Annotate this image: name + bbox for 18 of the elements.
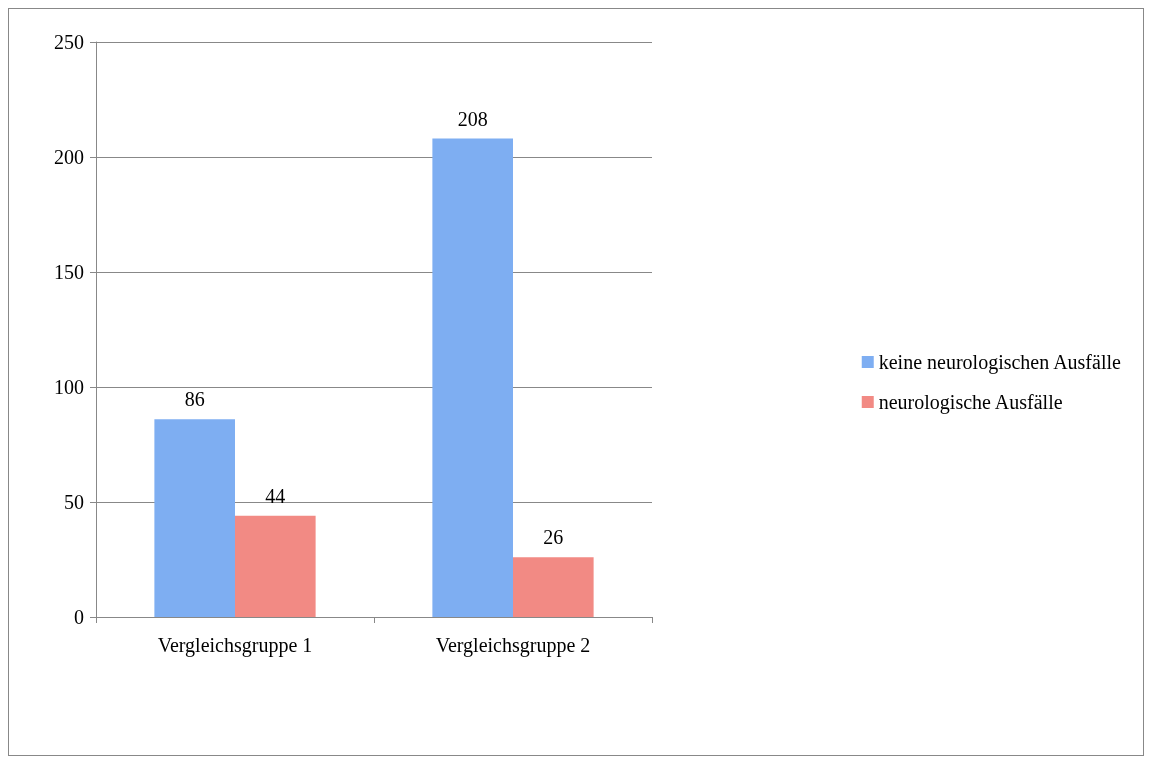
x-tick-label: Vergleichsgruppe 1: [157, 634, 313, 657]
y-tick-label: 100: [54, 376, 84, 398]
data-label: 208: [457, 107, 488, 130]
x-tick-label: Vergleichsgruppe 2: [435, 634, 591, 657]
y-tick-label: 250: [54, 31, 84, 53]
y-tick-label: 0: [74, 606, 84, 628]
y-tick-label: 50: [64, 491, 84, 513]
data-label: 44: [265, 484, 286, 507]
bar: [235, 515, 316, 617]
data-label: 86: [184, 388, 205, 411]
legend-label: keine neurologischen Ausfälle: [878, 351, 1122, 374]
bar: [154, 419, 235, 617]
bar: [432, 138, 513, 617]
data-label: 26: [543, 526, 564, 549]
bar: [513, 557, 594, 617]
y-tick-label: 200: [54, 146, 84, 168]
y-tick-label: 150: [54, 261, 84, 283]
legend-label: neurologische Ausfälle: [878, 391, 1063, 414]
